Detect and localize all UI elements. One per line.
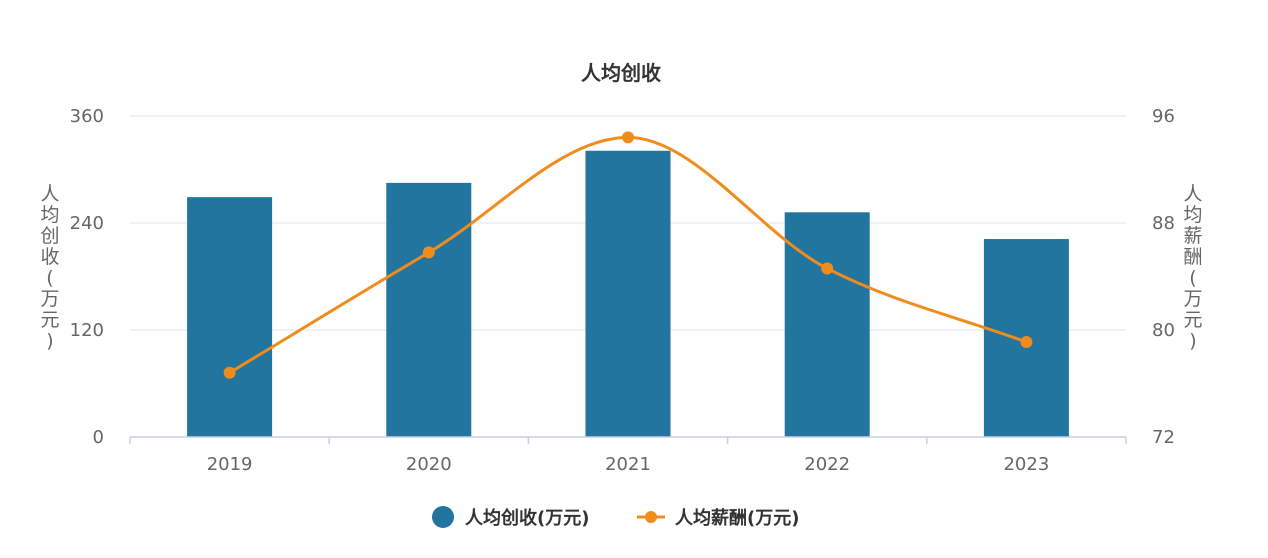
legend-marker-line-dot <box>645 511 657 523</box>
bar-2020 <box>386 182 472 437</box>
y-left-tick-label: 240 <box>70 213 104 234</box>
y-left-label-char: ) <box>46 330 53 352</box>
y-axis-left: 0 120 240 360 人均创收(万元) <box>40 106 104 448</box>
x-tick-label: 2021 <box>605 454 651 475</box>
y-right-label-char: 人 <box>1183 183 1202 205</box>
y-left-label-char: ( <box>46 267 53 289</box>
y-left-label-char: 均 <box>40 204 59 226</box>
y-right-tick-label: 96 <box>1152 106 1175 127</box>
y-right-label-char: ( <box>1189 267 1196 289</box>
line-point-2021 <box>622 131 634 144</box>
legend-label-line: 人均薪酬(万元) <box>675 507 799 529</box>
line-series <box>223 131 1033 379</box>
bar-2021 <box>585 150 671 437</box>
x-tick-label: 2022 <box>804 454 850 475</box>
y-right-label-char: 酬 <box>1183 246 1202 268</box>
y-left-label-char: 创 <box>40 225 59 247</box>
bar-2022 <box>784 212 870 437</box>
y-left-tick-label: 0 <box>93 427 104 448</box>
y-left-label-char: 元 <box>40 309 59 331</box>
y-left-tick-label: 360 <box>70 106 104 127</box>
line-point-2020 <box>422 246 435 259</box>
y-right-label-char: 万 <box>1183 288 1202 310</box>
y-right-label-char: ) <box>1189 330 1196 352</box>
y-axis-right: 72 80 88 96 人均薪酬(万元) <box>1152 106 1203 448</box>
y-right-tick-label: 80 <box>1152 320 1175 341</box>
x-tick-label: 2023 <box>1003 454 1049 475</box>
legend-marker-bar <box>432 506 454 528</box>
x-tick-label: 2019 <box>207 454 253 475</box>
line-point-2022 <box>821 262 834 275</box>
y-left-label-char: 万 <box>40 288 59 310</box>
bar-2019 <box>187 197 273 437</box>
x-axis: 2019 2020 2021 2022 2023 <box>129 436 1127 475</box>
legend: 人均创收(万元) 人均薪酬(万元) <box>432 506 799 529</box>
y-right-label-char: 薪 <box>1183 225 1202 247</box>
bars <box>187 150 1069 437</box>
y-left-label-char: 收 <box>40 246 59 268</box>
x-tick-label: 2020 <box>406 454 452 475</box>
y-left-tick-label: 120 <box>70 320 104 341</box>
legend-label-bar: 人均创收(万元) <box>465 507 589 529</box>
y-right-label-char: 元 <box>1183 309 1202 331</box>
line-point-2019 <box>223 366 236 379</box>
y-right-tick-label: 72 <box>1152 427 1175 448</box>
y-right-tick-label: 88 <box>1152 213 1175 234</box>
y-right-label-char: 均 <box>1183 204 1202 226</box>
chart-title: 人均创收 <box>581 61 661 85</box>
line-point-2023 <box>1020 336 1033 349</box>
y-left-label-char: 人 <box>40 183 59 205</box>
